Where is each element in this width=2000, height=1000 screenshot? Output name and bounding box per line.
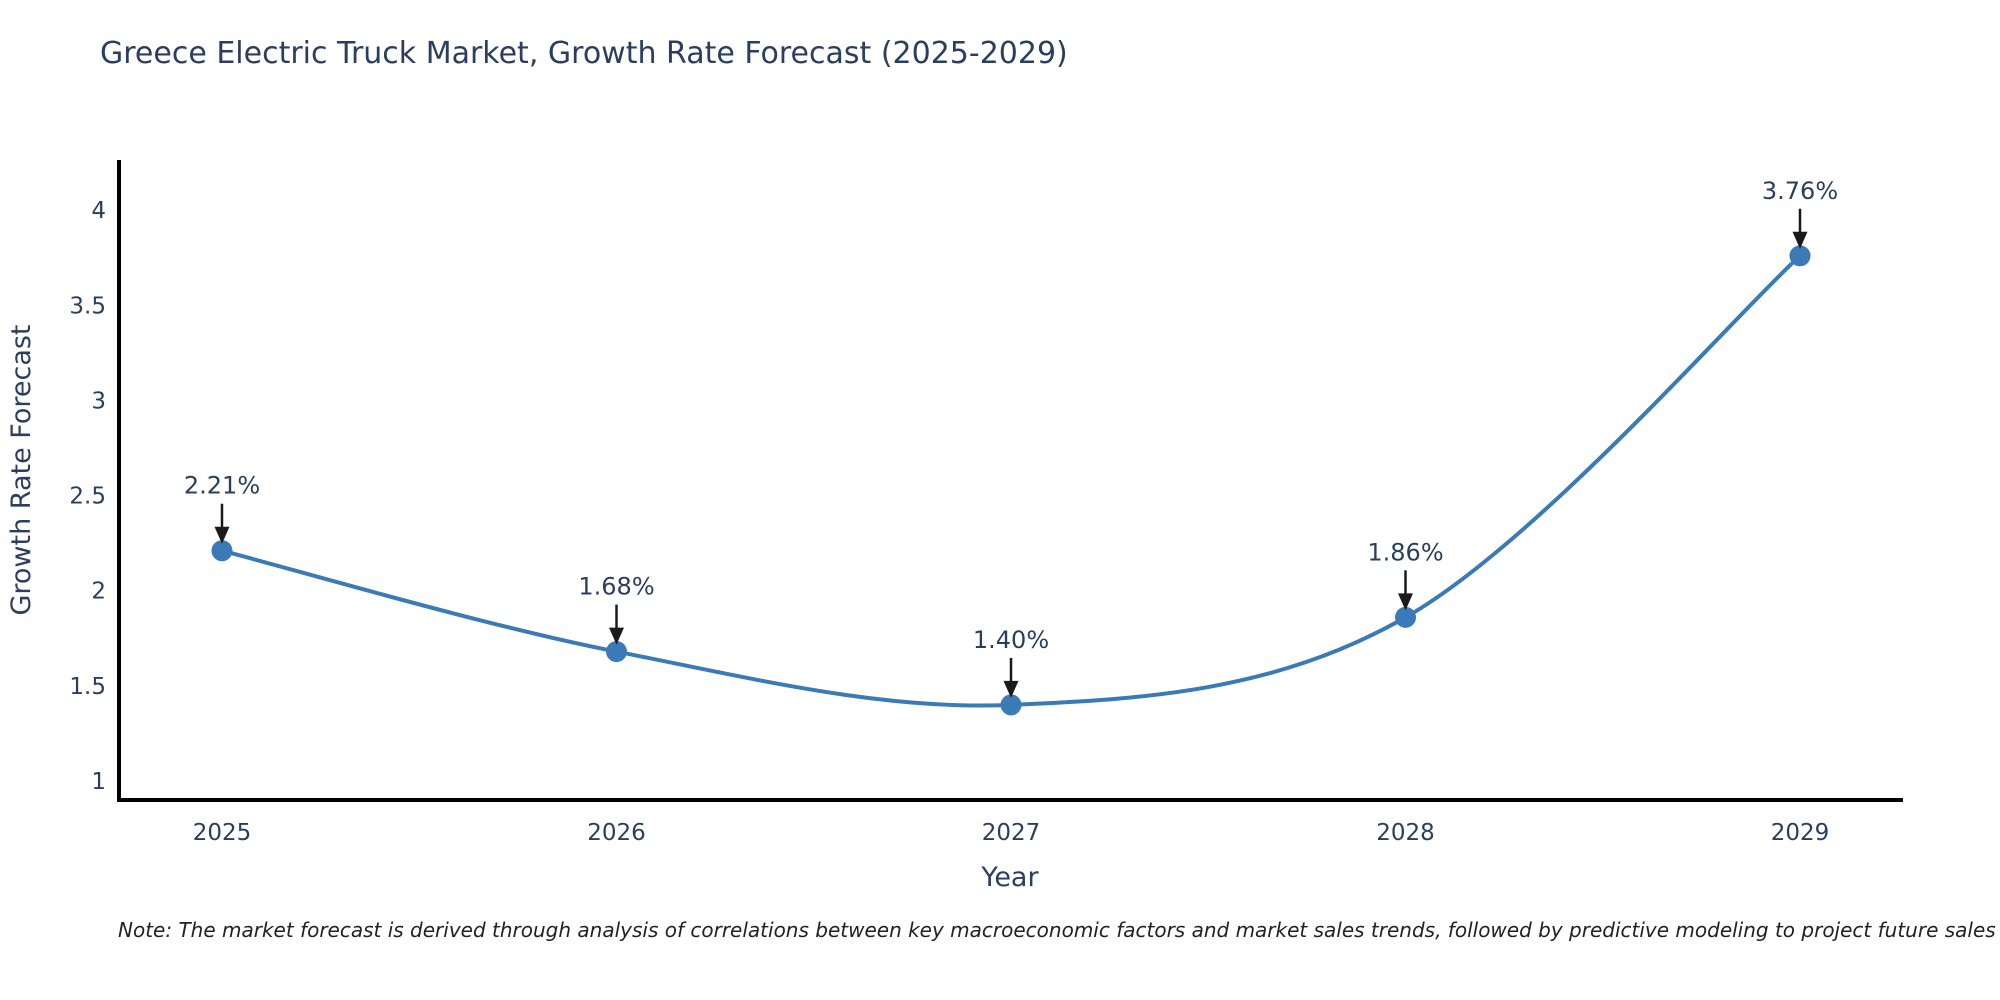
data-point-marker[interactable] bbox=[606, 641, 627, 663]
data-point-label: 1.86% bbox=[1367, 538, 1443, 566]
data-point-marker[interactable] bbox=[1000, 694, 1022, 716]
y-axis-tick-labels: 1 1.5 2 2.5 3 3.5 4 bbox=[69, 198, 106, 795]
data-point-label: 1.68% bbox=[578, 573, 654, 601]
y-tick-label: 4 bbox=[91, 198, 106, 224]
y-tick-label: 2 bbox=[91, 579, 106, 605]
y-tick-label: 1.5 bbox=[69, 674, 106, 700]
data-point-marker[interactable] bbox=[1789, 245, 1811, 267]
x-tick-label: 2028 bbox=[1376, 820, 1435, 846]
data-point-label: 3.76% bbox=[1762, 177, 1838, 205]
x-tick-label: 2026 bbox=[587, 820, 646, 846]
data-point-annotation: 3.76% bbox=[1762, 177, 1838, 249]
y-tick-label: 2.5 bbox=[69, 484, 106, 510]
x-axis-title: Year bbox=[980, 862, 1039, 893]
data-point-annotation: 1.68% bbox=[578, 573, 655, 645]
data-point-marker[interactable] bbox=[1395, 606, 1416, 628]
data-point-annotations: 2.21% 1.68% 1.40% 1.86% 3.76% bbox=[184, 177, 1838, 698]
data-point-label: 1.40% bbox=[973, 626, 1049, 654]
annotation-arrowhead-icon bbox=[1398, 593, 1413, 611]
data-point-markers bbox=[211, 245, 1811, 716]
annotation-arrowhead-icon bbox=[1792, 231, 1808, 249]
data-point-marker[interactable] bbox=[211, 540, 233, 562]
data-point-annotation: 2.21% bbox=[184, 472, 260, 544]
chart-title: Greece Electric Truck Market, Growth Rat… bbox=[100, 36, 1068, 71]
y-tick-label: 3.5 bbox=[69, 293, 106, 319]
axes bbox=[117, 160, 1903, 802]
data-point-label: 2.21% bbox=[184, 472, 260, 500]
data-point-annotation: 1.86% bbox=[1367, 538, 1444, 611]
chart-note: Note: The market forecast is derived thr… bbox=[118, 918, 1996, 942]
annotation-arrowhead-icon bbox=[214, 526, 230, 544]
y-tick-label: 3 bbox=[91, 388, 106, 414]
x-tick-label: 2027 bbox=[982, 820, 1041, 846]
data-point-annotation: 1.40% bbox=[973, 626, 1049, 698]
y-tick-label: 1 bbox=[91, 769, 106, 795]
annotation-arrowhead-icon bbox=[609, 627, 624, 645]
annotation-arrowhead-icon bbox=[1003, 680, 1019, 698]
x-tick-label: 2025 bbox=[193, 820, 252, 846]
x-axis-tick-labels: 2025 2026 2027 2028 2029 bbox=[193, 820, 1830, 846]
x-tick-label: 2029 bbox=[1771, 820, 1830, 846]
y-axis-title: Growth Rate Forecast bbox=[6, 324, 37, 615]
